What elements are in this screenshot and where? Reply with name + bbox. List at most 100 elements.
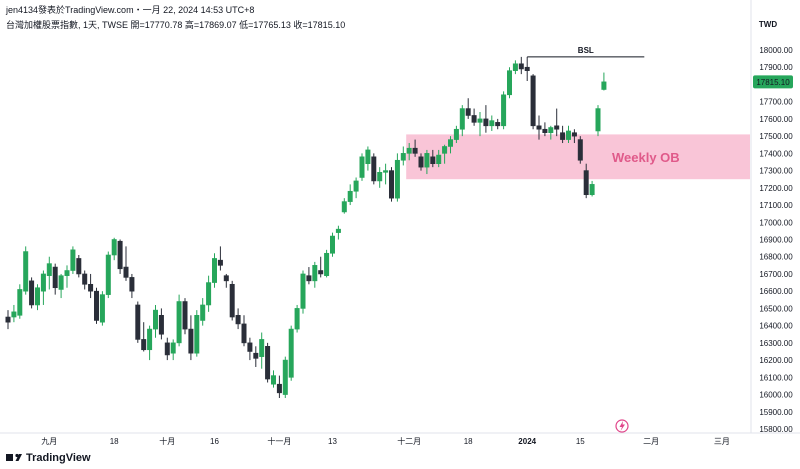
candle — [512, 60, 518, 75]
candle — [200, 298, 206, 326]
candle-body — [377, 172, 383, 182]
candle — [418, 153, 424, 171]
candle-body — [560, 132, 566, 140]
candle — [453, 125, 459, 144]
candle-body — [247, 342, 253, 352]
candle — [259, 332, 265, 369]
candle-body — [601, 81, 607, 90]
candle — [554, 108, 560, 137]
candle — [501, 91, 507, 130]
candle-body — [542, 128, 548, 133]
candle — [182, 298, 188, 335]
candle-body — [418, 156, 424, 168]
candle — [583, 163, 589, 199]
candle — [282, 356, 288, 398]
candle-body — [365, 149, 371, 165]
current-price-text: 17815.10 — [756, 78, 790, 87]
candle — [294, 304, 300, 333]
candle-body — [577, 139, 583, 161]
bsl-label: BSL — [578, 46, 594, 55]
time-tick-label: 三月 — [714, 437, 730, 446]
candle — [477, 112, 483, 137]
candle — [58, 273, 64, 299]
footer-brand: TradingView — [26, 452, 91, 464]
candle — [276, 375, 282, 398]
price-axis[interactable]: 15800.00 15900.00 16000.00 16100.00 16200.00… — [759, 46, 793, 434]
candle — [365, 146, 371, 171]
candle — [424, 149, 430, 175]
time-tick-label: 二月 — [643, 437, 659, 446]
price-tick-label: 16000.00 — [759, 391, 793, 400]
candle-body — [406, 147, 412, 154]
candle-body — [501, 94, 507, 127]
candle — [46, 256, 52, 290]
candle-body — [265, 346, 271, 380]
candle — [40, 270, 46, 305]
candle-body — [141, 339, 147, 351]
symbol-name: 台灣加權股票指數, 1天, TWSE — [6, 20, 129, 30]
price-tick-label: 17100.00 — [759, 201, 793, 210]
candle — [34, 284, 40, 311]
candle-body — [105, 254, 111, 295]
candle — [265, 342, 271, 383]
candle — [471, 108, 477, 126]
candle-body — [206, 282, 212, 306]
candle — [76, 255, 82, 278]
candle — [129, 273, 135, 299]
price-tick-label: 16900.00 — [759, 236, 793, 245]
lightning-icon[interactable] — [615, 419, 629, 433]
candle-body — [447, 139, 453, 147]
time-axis[interactable]: 九月 18 十月 16 十一月 13 十二月 18 2024 15 二月 三月 — [41, 436, 730, 446]
candle — [176, 294, 182, 347]
candle-body — [571, 132, 577, 137]
candle-body — [359, 156, 365, 178]
candle — [212, 253, 218, 288]
candle — [483, 105, 489, 133]
candle — [506, 67, 512, 99]
currency-label: TWD — [759, 20, 777, 29]
candle — [170, 339, 176, 361]
candle — [518, 56, 524, 75]
candle — [335, 225, 341, 240]
candle-body — [312, 265, 318, 282]
candle — [29, 277, 35, 309]
candle — [560, 125, 566, 144]
price-tick-label: 17000.00 — [759, 218, 793, 227]
candle-body — [318, 270, 324, 275]
candle — [229, 280, 235, 321]
candle — [565, 125, 571, 144]
price-tick-label: 16500.00 — [759, 304, 793, 313]
candle-body — [194, 314, 200, 354]
candle — [324, 249, 330, 278]
candle-body — [46, 263, 52, 276]
candle — [548, 125, 554, 140]
candle — [241, 315, 247, 347]
price-tick-label: 17200.00 — [759, 184, 793, 193]
candle — [123, 246, 129, 281]
candle-body — [430, 156, 436, 165]
candle — [88, 273, 94, 299]
candle-body — [465, 108, 471, 116]
candle — [436, 149, 442, 168]
candle-body — [99, 294, 105, 323]
candle-body — [147, 328, 153, 351]
candle — [147, 325, 153, 361]
candle — [459, 105, 465, 137]
candle — [329, 232, 335, 257]
candle — [595, 105, 601, 137]
candle-body — [495, 122, 501, 127]
candle-body — [518, 63, 524, 70]
candle-body — [329, 235, 335, 254]
candle-body — [135, 304, 141, 340]
candle — [94, 287, 100, 324]
candle-body — [82, 273, 88, 285]
candle — [400, 146, 406, 166]
candle — [288, 325, 294, 381]
candle-body — [17, 289, 23, 316]
candle-body — [34, 287, 40, 306]
candle-body — [424, 153, 430, 168]
price-tick-label: 17500.00 — [759, 132, 793, 141]
candle-body — [595, 108, 601, 132]
candle — [235, 308, 241, 330]
